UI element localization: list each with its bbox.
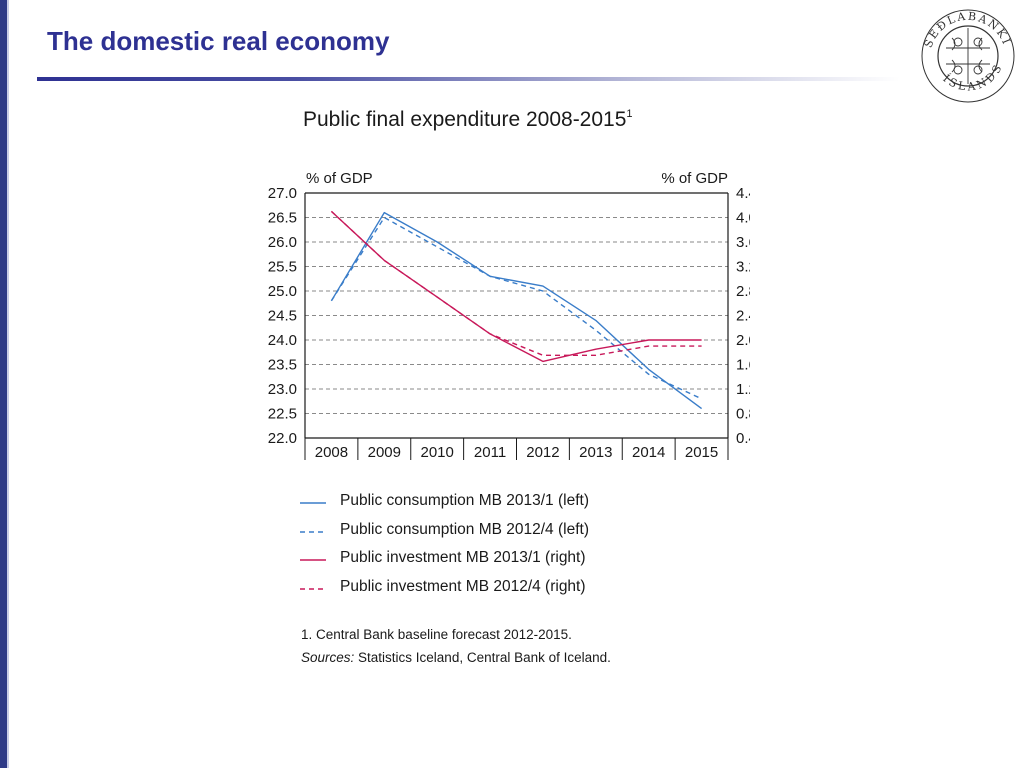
legend-label: Public investment MB 2012/4 (right): [340, 577, 586, 595]
left-tick-label: 23.0: [268, 381, 297, 398]
chart-title-footnote-mark: 1: [626, 108, 633, 120]
left-tick-label: 22.5: [268, 406, 297, 423]
left-tick-label: 25.5: [268, 259, 297, 276]
left-tick-label: 26.5: [268, 210, 297, 227]
right-tick-label: 1.2: [736, 381, 750, 398]
left-tick-label: 26.0: [268, 234, 297, 251]
sources-label: Sources:: [301, 650, 355, 665]
slide-title: The domestic real economy: [47, 26, 390, 56]
left-tick-label: 22.0: [268, 430, 297, 447]
x-tick-label: 2015: [685, 444, 718, 461]
legend-swatch-solid-blue: [300, 502, 326, 504]
legend-label: Public consumption MB 2013/1 (left): [340, 492, 589, 509]
right-tick-label: 2.4: [736, 308, 750, 325]
left-tick-label: 24.0: [268, 332, 297, 349]
left-tick-label: 25.0: [268, 283, 297, 300]
left-axis-label: % of GDP: [306, 170, 373, 187]
left-decor-bar: [0, 0, 7, 768]
left-decor-stripe: [7, 0, 9, 768]
x-tick-label: 2008: [315, 444, 348, 461]
right-tick-label: 4.0: [736, 210, 750, 227]
chart-sources: Sources: Statistics Iceland, Central Ban…: [301, 650, 611, 665]
x-tick-label: 2010: [421, 444, 454, 461]
sources-text: Statistics Iceland, Central Bank of Icel…: [354, 650, 611, 665]
right-axis-label: % of GDP: [661, 170, 728, 187]
right-tick-label: 3.6: [736, 234, 750, 251]
x-tick-label: 2014: [632, 444, 665, 461]
legend-swatch-solid-red: [300, 559, 326, 561]
left-tick-label: 23.5: [268, 357, 297, 374]
chart-title-text: Public final expenditure 2008-2015: [303, 108, 627, 131]
right-tick-label: 1.6: [736, 357, 750, 374]
right-tick-label: 0.4: [736, 430, 750, 447]
right-tick-label: 0.8: [736, 406, 750, 423]
chart-title: Public final expenditure 2008-20151: [303, 108, 633, 132]
chart-footnote: 1. Central Bank baseline forecast 2012-2…: [301, 627, 572, 642]
series-line-3: [330, 210, 702, 357]
right-tick-label: 2.8: [736, 283, 750, 300]
series-line-0: [330, 211, 703, 410]
right-tick-label: 3.2: [736, 259, 750, 276]
right-tick-label: 2.0: [736, 332, 750, 349]
x-tick-label: 2011: [474, 444, 506, 461]
legend-swatch-dashed-red: [300, 587, 326, 590]
left-tick-label: 24.5: [268, 308, 297, 325]
logo-text-bottom: ÍSLANDS: [940, 60, 1002, 93]
left-tick-label: 27.0: [268, 185, 297, 202]
x-tick-label: 2009: [368, 444, 401, 461]
central-bank-logo: SEÐLABANKI ÍSLANDS: [921, 9, 1015, 103]
svg-text:ÍSLANDS: ÍSLANDS: [940, 60, 1005, 93]
legend-label: Public investment MB 2013/1 (right): [340, 549, 586, 566]
x-tick-label: 2012: [526, 444, 559, 461]
right-tick-label: 4.4: [736, 185, 750, 202]
series-line-2: [330, 210, 702, 363]
legend-swatch-dashed-blue: [300, 530, 326, 533]
x-tick-label: 2013: [579, 444, 612, 461]
line-chart: 27.0 4.4 26.5 4.0 26.0 3.6 25.5 3.2 25.0 2.8 24.5 2…: [268, 170, 750, 461]
title-divider: [37, 77, 900, 81]
series-line-1: [330, 216, 702, 400]
legend-label: Public consumption MB 2012/4 (left): [340, 520, 589, 538]
